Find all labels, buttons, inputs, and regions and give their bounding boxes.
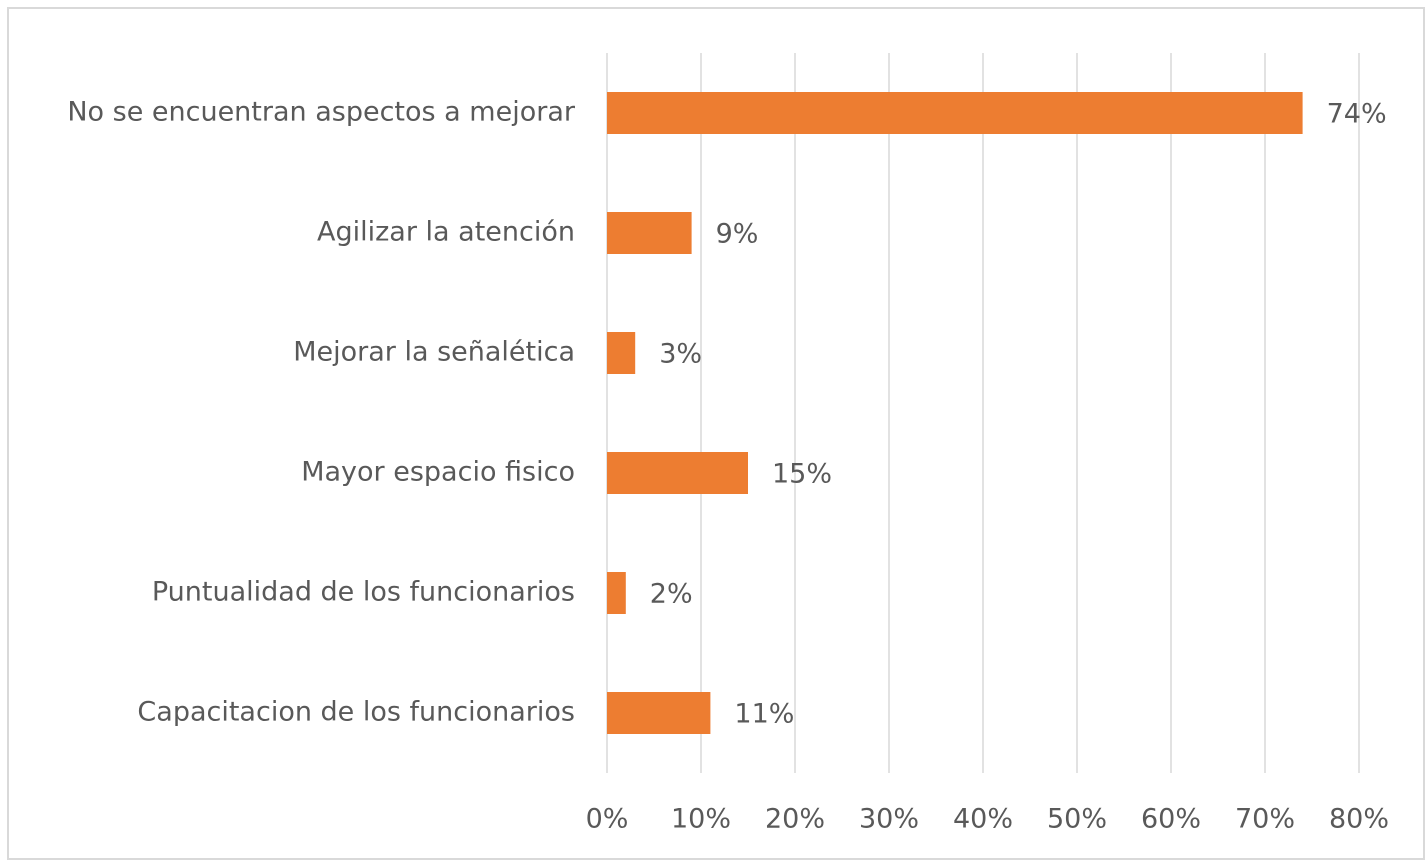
bar <box>607 572 626 614</box>
y-tick-label: Mejorar la señalética <box>293 337 575 368</box>
bar <box>607 212 692 254</box>
bar <box>607 332 636 374</box>
x-tick-label: 50% <box>1047 804 1107 835</box>
bar <box>607 452 748 494</box>
data-label: 9% <box>716 219 759 250</box>
y-tick-label: Puntualidad de los funcionarios <box>152 577 575 608</box>
y-tick-label: Agilizar la atención <box>317 217 575 248</box>
data-label: 74% <box>1327 99 1387 130</box>
x-tick-label: 30% <box>859 804 919 835</box>
data-label: 11% <box>734 699 794 730</box>
x-tick-label: 0% <box>586 804 629 835</box>
bar <box>607 692 711 734</box>
x-tick-label: 80% <box>1329 804 1389 835</box>
x-tick-label: 10% <box>671 804 731 835</box>
y-tick-label: Mayor espacio fisico <box>301 457 575 488</box>
x-tick-label: 60% <box>1141 804 1201 835</box>
x-tick-label: 40% <box>953 804 1013 835</box>
data-label: 3% <box>659 339 702 370</box>
bar <box>607 92 1303 134</box>
chart-border <box>7 7 1425 860</box>
x-tick-label: 70% <box>1235 804 1295 835</box>
x-tick-label: 20% <box>765 804 825 835</box>
data-label: 15% <box>772 459 832 490</box>
y-tick-label: No se encuentran aspectos a mejorar <box>67 97 576 128</box>
y-tick-label: Capacitacion de los funcionarios <box>137 697 575 728</box>
data-label: 2% <box>650 579 693 610</box>
